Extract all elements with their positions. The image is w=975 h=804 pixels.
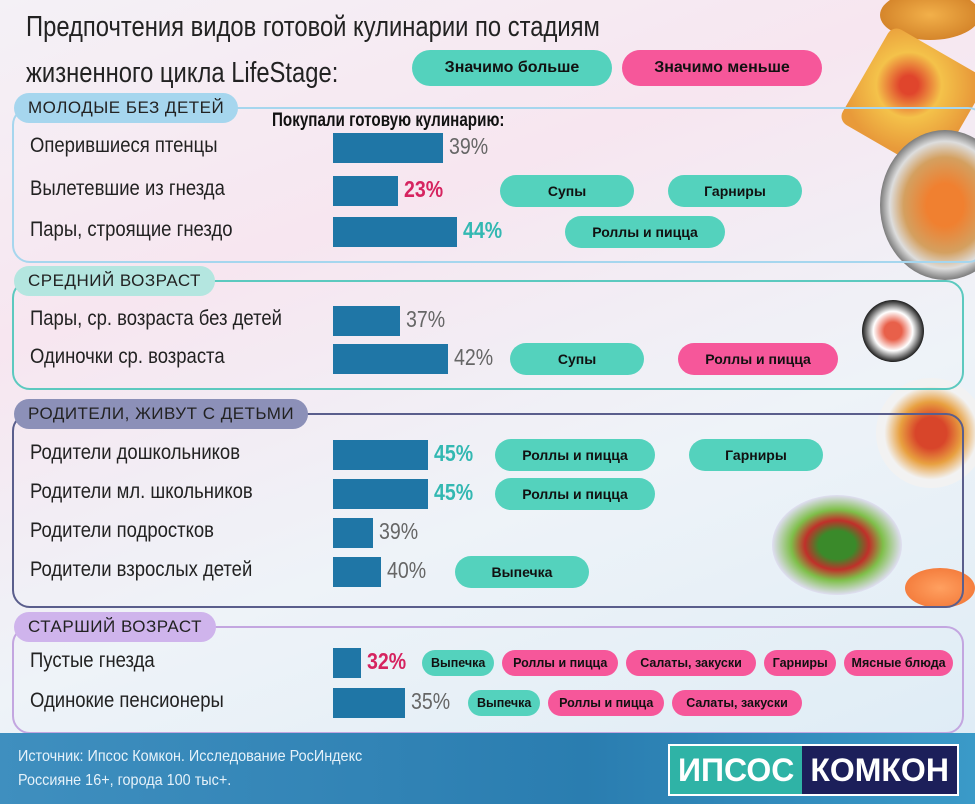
bar — [333, 440, 428, 470]
salad-image — [772, 495, 902, 595]
bar — [333, 217, 457, 247]
category-tag: Гарниры — [764, 650, 837, 676]
bar — [333, 518, 373, 548]
bar — [333, 648, 361, 678]
category-tag: Роллы и пицца — [678, 343, 838, 375]
group-label: РОДИТЕЛИ, ЖИВУТ С ДЕТЬМИ — [14, 399, 309, 429]
bar — [333, 557, 381, 587]
legend-more: Значимо больше — [412, 50, 612, 86]
sushi-roll-image — [862, 300, 924, 362]
logo-left: ИПСОС — [670, 746, 803, 794]
row-label: Родители подростков — [30, 519, 214, 542]
category-tag: Гарниры — [668, 175, 802, 207]
value-label: 32% — [367, 648, 407, 674]
ipsos-comcon-logo: ИПСОС КОМКОН — [668, 744, 959, 796]
category-tag: Салаты, закуски — [672, 690, 802, 716]
category-tag: Роллы и пицца — [565, 216, 725, 248]
group-box — [12, 413, 964, 608]
title-line-1: Предпочтения видов готовой кулинарии по … — [26, 11, 600, 43]
category-tag: Роллы и пицца — [495, 439, 655, 471]
category-tag: Роллы и пицца — [495, 478, 655, 510]
category-tag: Супы — [510, 343, 644, 375]
group-box — [12, 626, 964, 734]
chart-subtitle: Покупали готовую кулинарию: — [272, 110, 505, 131]
group-box — [12, 107, 975, 263]
row-label: Пары, строящие гнездо — [30, 218, 233, 241]
category-tag: Роллы и пицца — [548, 690, 664, 716]
value-label: 37% — [406, 306, 446, 332]
category-tag: Роллы и пицца — [502, 650, 618, 676]
bar — [333, 479, 428, 509]
group-box — [12, 280, 964, 390]
bar — [333, 344, 448, 374]
value-label: 39% — [449, 133, 489, 159]
group-label: СТАРШИЙ ВОЗРАСТ — [14, 612, 216, 642]
legend-less: Значимо меньше — [622, 50, 822, 86]
row-label: Пары, ср. возраста без детей — [30, 307, 282, 330]
noodle-soup-image — [880, 130, 975, 280]
row-label: Родители дошкольников — [30, 441, 241, 464]
category-tag: Супы — [500, 175, 634, 207]
page-title: Предпочтения видов готовой кулинарии по … — [26, 4, 764, 96]
source-line-1: Источник: Ипсос Комкон. Исследование Рос… — [18, 748, 363, 765]
value-label: 39% — [379, 518, 419, 544]
category-tag: Выпечка — [455, 556, 589, 588]
value-label: 45% — [434, 440, 474, 466]
value-label: 40% — [387, 557, 427, 583]
row-label: Одиночки ср. возраста — [30, 345, 225, 368]
value-label: 23% — [404, 176, 444, 202]
bar — [333, 688, 405, 718]
value-label: 44% — [463, 217, 503, 243]
category-tag: Выпечка — [468, 690, 541, 716]
logo-right: КОМКОН — [802, 746, 957, 794]
value-label: 35% — [411, 688, 451, 714]
title-line-2: жизненного цикла LifeStage: — [26, 57, 339, 89]
row-label: Вылетевшие из гнезда — [30, 177, 225, 200]
row-label: Одинокие пенсионеры — [30, 689, 224, 712]
category-tag: Салаты, закуски — [626, 650, 756, 676]
lasagna-image — [876, 378, 975, 488]
row-label: Родители взрослых детей — [30, 558, 253, 581]
row-label: Оперившиеся птенцы — [30, 134, 218, 157]
bar — [333, 306, 400, 336]
source-line-2: Россияне 16+, города 100 тыс+. — [18, 772, 232, 789]
row-label: Родители мл. школьников — [30, 480, 253, 503]
category-tag: Выпечка — [422, 650, 495, 676]
value-label: 45% — [434, 479, 474, 505]
group-label: СРЕДНИЙ ВОЗРАСТ — [14, 266, 215, 296]
bar — [333, 176, 398, 206]
row-label: Пустые гнезда — [30, 649, 155, 672]
bar — [333, 133, 443, 163]
value-label: 42% — [454, 344, 494, 370]
category-tag: Гарниры — [689, 439, 823, 471]
group-label: МОЛОДЫЕ БЕЗ ДЕТЕЙ — [14, 93, 239, 123]
category-tag: Мясные блюда — [844, 650, 953, 676]
